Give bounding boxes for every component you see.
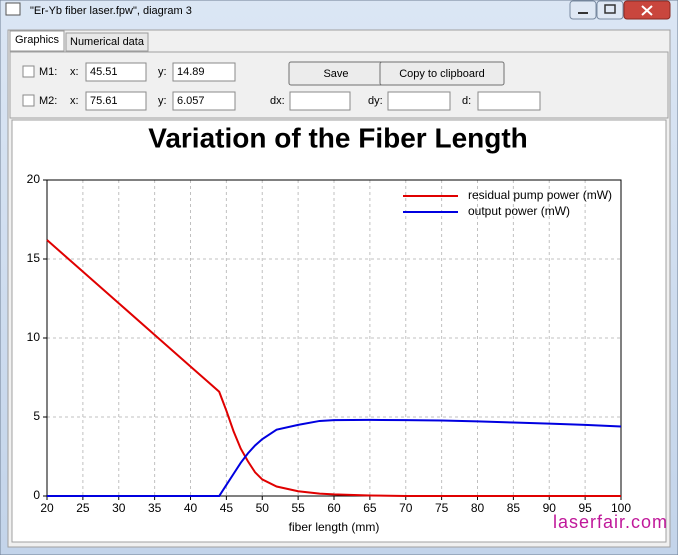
x-tick-label: 90 — [543, 501, 557, 515]
x-tick-label: 75 — [435, 501, 449, 515]
x-tick-label: 55 — [291, 501, 305, 515]
chart-title: Variation of the Fiber Length — [148, 122, 528, 153]
tab-label[interactable]: Graphics — [15, 34, 60, 46]
input[interactable] — [172, 62, 236, 82]
y-tick-label: 0 — [33, 488, 40, 502]
button-label[interactable]: Copy to clipboard — [399, 68, 485, 80]
input[interactable] — [477, 91, 541, 111]
x-tick-label: 60 — [327, 501, 341, 515]
button[interactable] — [379, 61, 505, 86]
x-tick-label: 85 — [507, 501, 521, 515]
field-label: x: — [70, 66, 79, 78]
input[interactable] — [387, 91, 451, 111]
plot: 0 5 10 15 20 20 25 30 35 40 45 50 55 60 65 70 75 80 85 90 95… — [27, 172, 632, 515]
input[interactable] — [85, 62, 147, 82]
marker-label: M1: — [39, 66, 57, 78]
maximize-button[interactable] — [596, 0, 624, 20]
x-tick-label: 95 — [578, 501, 592, 515]
field-label: d: — [462, 95, 471, 107]
legend-label: output power (mW) — [468, 204, 570, 218]
y-tick-label: 15 — [27, 251, 41, 265]
tab-label[interactable]: Numerical data — [70, 36, 145, 48]
watermark: laserfair.com — [553, 512, 668, 532]
input[interactable] — [85, 91, 147, 111]
field-label: dx: — [270, 95, 285, 107]
input-value[interactable]: 14.89 — [177, 66, 205, 78]
input[interactable] — [172, 91, 236, 111]
x-axis-label: fiber length (mm) — [289, 520, 380, 534]
x-tick-label: 80 — [471, 501, 485, 515]
minimize-button[interactable] — [569, 0, 597, 20]
x-tick-label: 25 — [76, 501, 90, 515]
field-label: dy: — [368, 95, 383, 107]
x-tick-label: 50 — [256, 501, 270, 515]
legend-label: residual pump power (mW) — [468, 188, 612, 202]
tab-selected[interactable] — [9, 30, 65, 52]
x-tick-label: 40 — [184, 501, 198, 515]
y-tick-label: 20 — [27, 172, 41, 186]
x-tick-label: 65 — [363, 501, 377, 515]
input-value[interactable]: 6.057 — [177, 95, 205, 107]
chart-area — [11, 119, 667, 543]
axes-frame — [46, 179, 622, 497]
field-label: y: — [158, 95, 167, 107]
marker-label: M2: — [39, 95, 57, 107]
input[interactable] — [289, 91, 351, 111]
checkbox[interactable] — [22, 94, 35, 107]
window-title: "Er-Yb fiber laser.fpw", diagram 3 — [30, 5, 192, 17]
checkbox[interactable] — [22, 65, 35, 78]
button-label[interactable]: Save — [323, 68, 348, 80]
field-label: x: — [70, 95, 79, 107]
field-label: y: — [158, 66, 167, 78]
y-tick-label: 10 — [27, 330, 41, 344]
tab[interactable] — [65, 32, 149, 52]
data-line — [47, 418, 622, 497]
input-value[interactable]: 45.51 — [90, 66, 118, 78]
y-tick-label: 5 — [33, 409, 40, 423]
x-tick-label: 30 — [112, 501, 126, 515]
x-tick-label: 35 — [148, 501, 162, 515]
data-line — [46, 239, 621, 497]
x-tick-label: 70 — [399, 501, 413, 515]
x-tick-label: 20 — [40, 501, 54, 515]
input-value[interactable]: 75.61 — [90, 95, 118, 107]
x-tick-label: 100 — [611, 501, 631, 515]
x-tick-label: 45 — [220, 501, 234, 515]
app-icon — [5, 2, 21, 16]
